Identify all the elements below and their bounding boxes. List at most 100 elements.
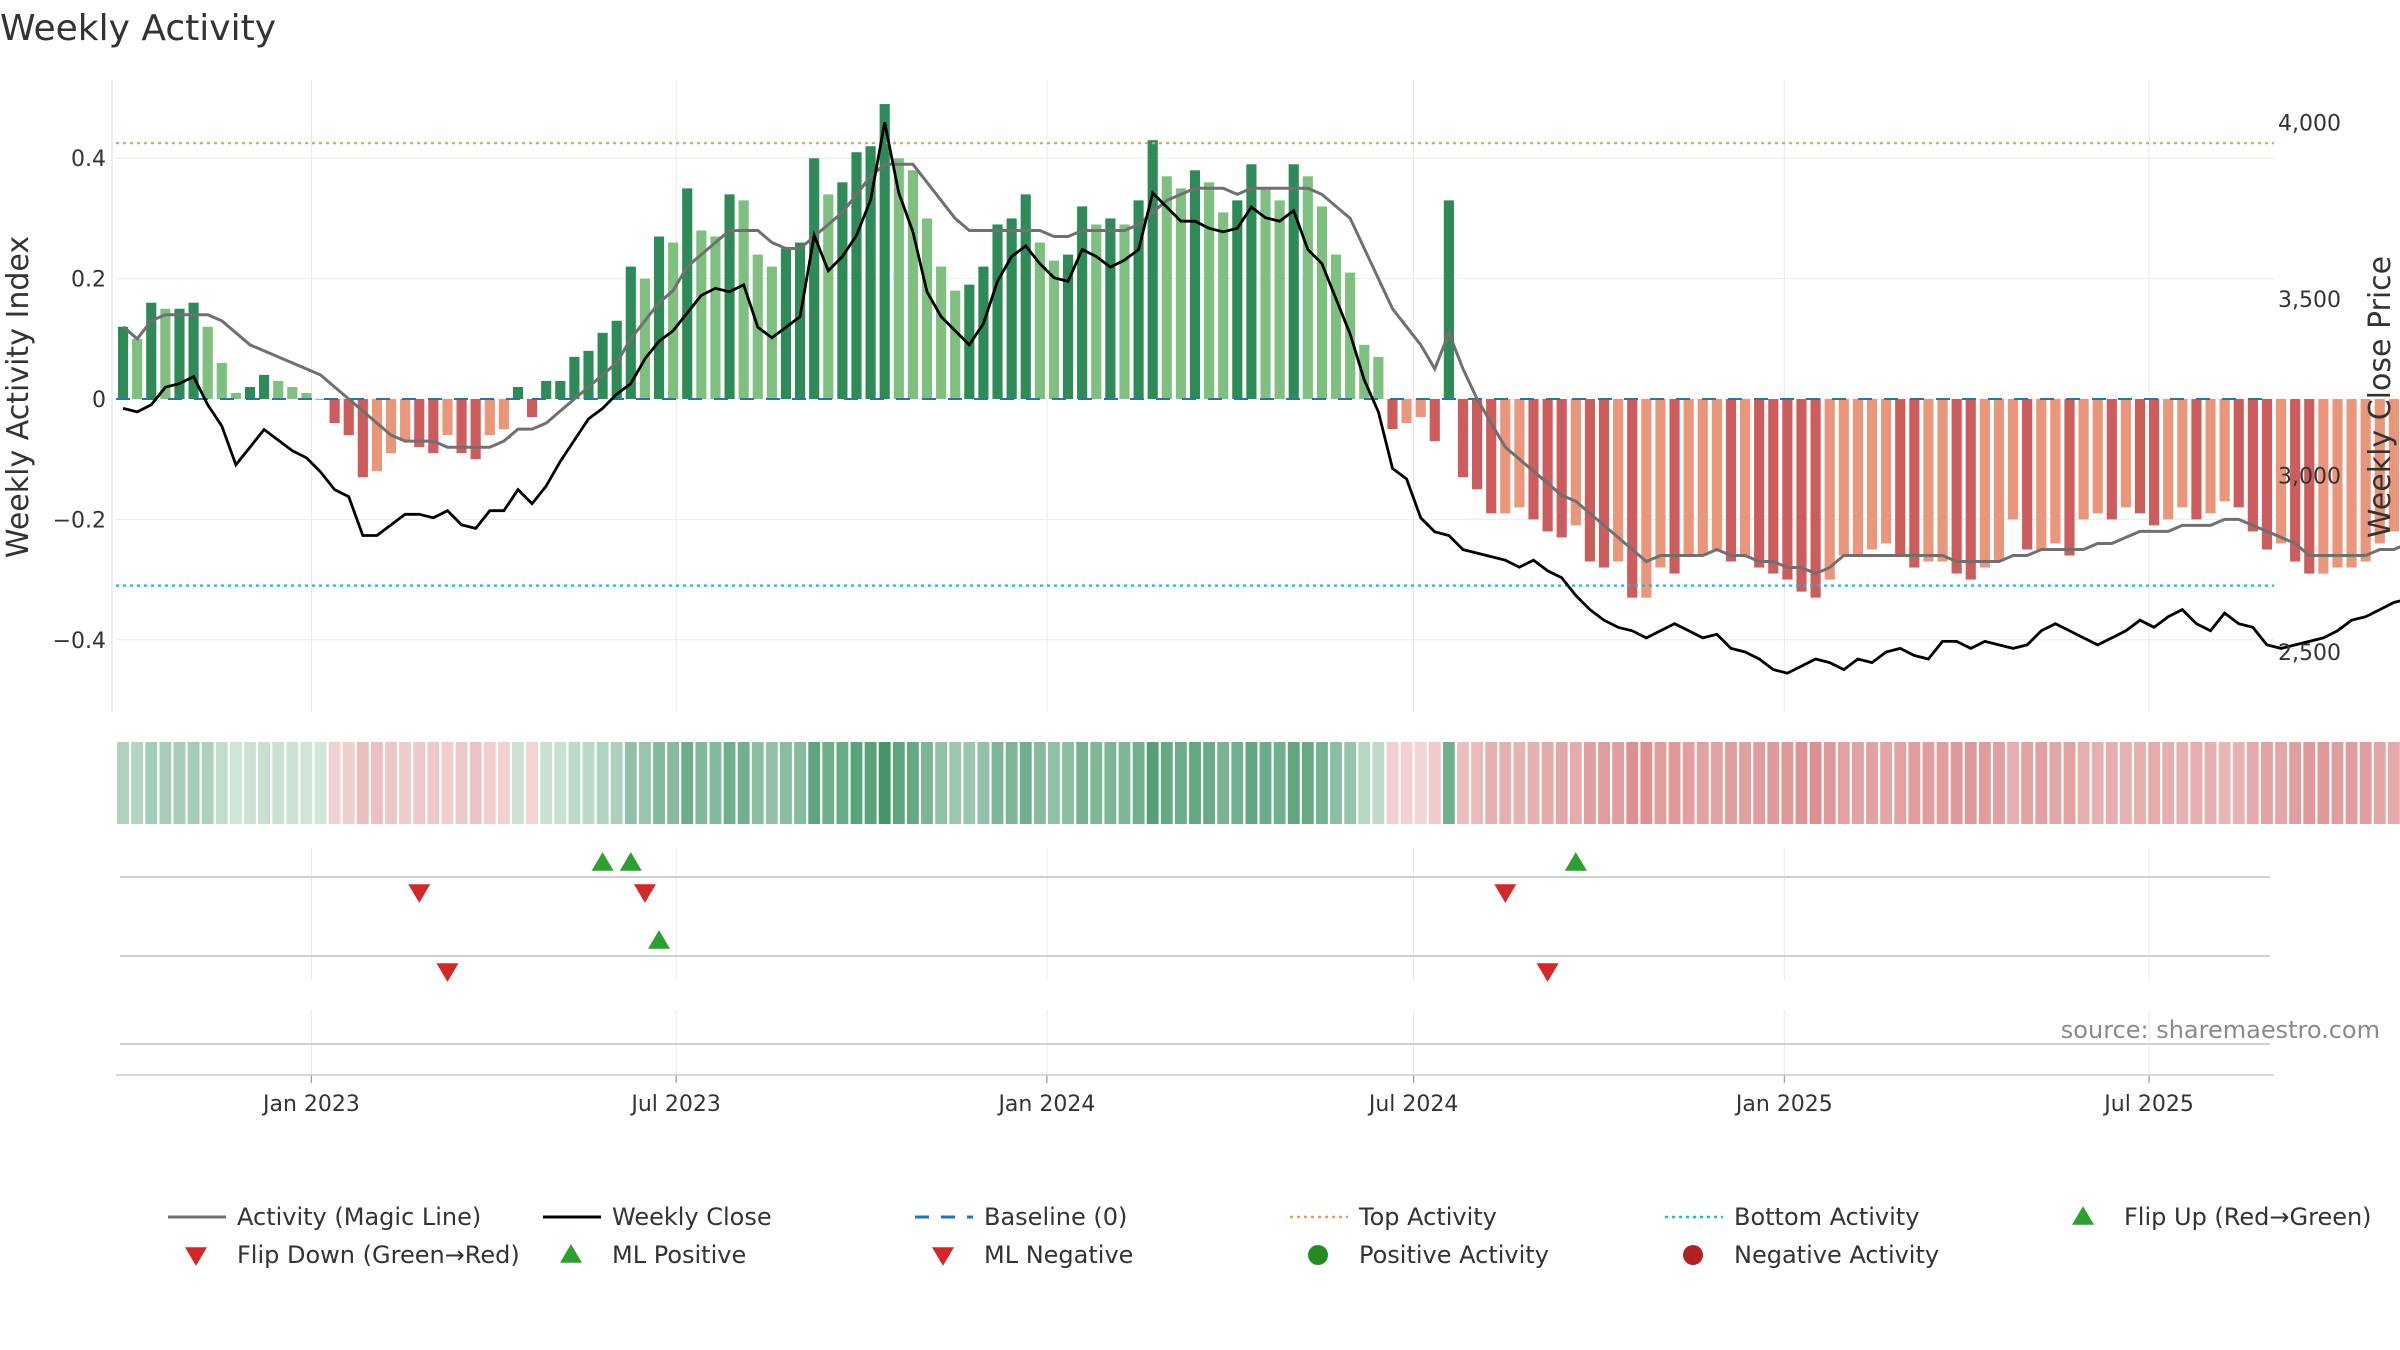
strip-cell xyxy=(1837,742,1850,824)
activity-bar xyxy=(2233,399,2244,508)
legend: Activity (Magic Line) Weekly Close Baselin… xyxy=(168,1203,2372,1269)
activity-bar xyxy=(1246,164,1257,400)
series-lines xyxy=(122,122,2400,675)
activity-bar xyxy=(230,392,241,400)
strip-cell xyxy=(596,742,609,824)
activity-bar xyxy=(1641,399,1652,598)
strip-cell xyxy=(1048,742,1060,824)
activity-bar xyxy=(1824,399,1835,580)
strip-cell xyxy=(836,742,849,824)
activity-bar xyxy=(470,399,481,460)
strip-cell xyxy=(1866,742,1878,824)
y-axis-right-title: Weekly Close Price xyxy=(2363,256,2398,538)
strip-cell xyxy=(2190,742,2203,824)
strip-cell xyxy=(1725,742,1737,824)
legend-item: Weekly Close xyxy=(543,1203,772,1231)
activity-bar xyxy=(1034,242,1045,400)
activity-bar xyxy=(1218,212,1229,400)
strip-cell xyxy=(2105,742,2118,824)
activity-bar xyxy=(1993,399,2005,562)
strip-cell xyxy=(1851,742,1864,824)
activity-bar xyxy=(1330,254,1342,400)
strip-cell xyxy=(1908,742,1921,824)
strip-cell xyxy=(1372,742,1385,824)
activity-bar xyxy=(710,236,721,400)
activity-bar xyxy=(414,399,425,448)
x-tick-label: Jul 2023 xyxy=(629,1092,721,1117)
strip-cell xyxy=(1584,742,1596,824)
strip-cell xyxy=(1189,742,1201,824)
activity-bar xyxy=(1274,200,1285,400)
strip-cell xyxy=(1118,742,1131,824)
strip-cell xyxy=(1174,742,1187,824)
activity-bar xyxy=(1486,399,1497,514)
y-left-tick-label: 0 xyxy=(92,388,106,413)
activity-bar xyxy=(1077,206,1088,400)
strip-cell xyxy=(1400,742,1413,824)
activity-bar xyxy=(428,399,439,454)
activity-bar xyxy=(117,326,129,400)
activity-bar xyxy=(1161,176,1172,400)
activity-bar xyxy=(1556,399,1567,538)
strip-cell xyxy=(1612,742,1625,824)
activity-bar xyxy=(1133,200,1144,400)
strip-cell xyxy=(2345,742,2358,824)
activity-bar xyxy=(484,399,495,436)
strip-cell xyxy=(1231,742,1244,824)
flip-up-marker xyxy=(619,852,642,871)
activity-bar xyxy=(357,399,368,478)
strip-cell xyxy=(342,742,355,824)
activity-bar xyxy=(794,242,806,400)
strip-cell xyxy=(1076,742,1089,824)
strip-cell xyxy=(554,742,567,824)
x-tick-label: Jan 2025 xyxy=(1734,1092,1833,1117)
activity-bar xyxy=(1457,399,1469,478)
activity-bar xyxy=(216,362,227,400)
strip-cell xyxy=(1485,742,1498,824)
strip-cell xyxy=(2176,742,2189,824)
ml-negative-marker xyxy=(436,963,459,982)
x-tick-label: Jan 2023 xyxy=(261,1092,360,1117)
strip-cell xyxy=(1259,742,1272,824)
activity-bar xyxy=(2163,399,2174,520)
strip-cell xyxy=(1301,742,1314,824)
strip-cell xyxy=(1160,742,1173,824)
activity-bar xyxy=(2360,399,2371,562)
weekly-close-line xyxy=(122,122,2400,675)
legend-item: Bottom Activity xyxy=(1665,1203,1919,1231)
strip-cell xyxy=(1823,742,1836,824)
strip-cell xyxy=(371,742,383,824)
strip-cell xyxy=(215,742,228,824)
legend-item: Activity (Magic Line) xyxy=(168,1203,481,1231)
strip-cell xyxy=(638,742,651,824)
y-left-tick-label: 0.4 xyxy=(71,147,106,172)
activity-bar xyxy=(315,399,326,401)
legend-item: Flip Down (Green→Red) xyxy=(185,1241,520,1269)
activity-bar xyxy=(1909,399,1920,568)
activity-bar xyxy=(1895,399,1906,556)
legend-label: Negative Activity xyxy=(1734,1241,1939,1269)
flip-down-marker xyxy=(408,884,431,903)
activity-bar xyxy=(625,266,636,400)
strip-cell xyxy=(906,742,919,824)
activity-bar xyxy=(1683,399,1694,556)
strip-cell xyxy=(1090,742,1103,824)
activity-bar xyxy=(992,224,1003,400)
activity-bar xyxy=(2106,399,2117,520)
activity-bar xyxy=(160,308,171,400)
strip-cell xyxy=(2232,742,2245,824)
strip-cell xyxy=(1527,742,1540,824)
activity-bar xyxy=(1951,399,1962,574)
activity-bar xyxy=(2036,399,2047,550)
activity-bar xyxy=(2346,399,2357,568)
strip-cell xyxy=(1513,742,1526,824)
activity-bar xyxy=(639,278,650,400)
strip-cell xyxy=(624,742,637,824)
strip-cell xyxy=(864,742,877,824)
activity-bar xyxy=(2177,399,2188,508)
strip-cell xyxy=(2218,742,2231,824)
activity-bar xyxy=(2007,399,2019,520)
activity-bar xyxy=(1020,194,1031,400)
strip-cell xyxy=(751,742,764,824)
